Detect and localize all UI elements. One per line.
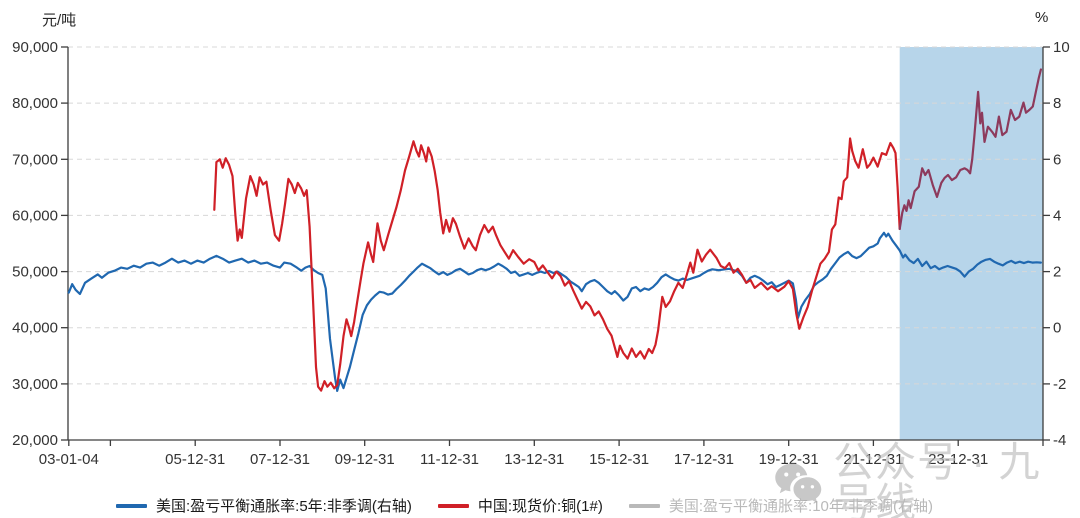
svg-text:20,000: 20,000 (12, 432, 58, 449)
svg-text:13-12-31: 13-12-31 (504, 451, 564, 468)
svg-text:15-12-31: 15-12-31 (589, 451, 649, 468)
svg-text:11-12-31: 11-12-31 (420, 451, 479, 468)
legend-item-us-10y-breakeven: 美国:盈亏平衡通胀率:10年:非季调(右轴) (628, 495, 934, 516)
right-axis-title: % (1035, 9, 1049, 26)
svg-text:80,000: 80,000 (12, 95, 58, 112)
legend-item-us-5y-breakeven: 美国:盈亏平衡通胀率:5年:非季调(右轴) (116, 495, 412, 516)
svg-text:09-12-31: 09-12-31 (335, 451, 395, 468)
legend-label: 美国:盈亏平衡通胀率:5年:非季调(右轴) (156, 498, 412, 515)
svg-text:8: 8 (1053, 95, 1061, 112)
blue-line-swatch (116, 503, 147, 508)
legend-item-china-copper-spot: 中国:现货价:铜(1#) (437, 495, 603, 516)
svg-text:23-12-31: 23-12-31 (928, 451, 988, 468)
svg-text:10: 10 (1053, 39, 1070, 56)
red-line-swatch (437, 503, 469, 508)
legend-label: 美国:盈亏平衡通胀率:10年:非季调(右轴) (668, 498, 934, 515)
svg-text:19-12-31: 19-12-31 (759, 451, 819, 468)
svg-text:6: 6 (1053, 151, 1061, 168)
svg-text:-4: -4 (1053, 432, 1066, 449)
svg-text:30,000: 30,000 (12, 376, 58, 393)
svg-text:-2: -2 (1053, 376, 1066, 393)
svg-text:70,000: 70,000 (12, 151, 58, 168)
svg-text:03-01-04: 03-01-04 (39, 451, 99, 468)
svg-text:21-12-31: 21-12-31 (843, 451, 903, 468)
legend-label: 中国:现货价:铜(1#) (477, 498, 603, 515)
svg-text:2: 2 (1053, 264, 1061, 281)
svg-text:4: 4 (1053, 207, 1061, 224)
svg-text:40,000: 40,000 (12, 320, 58, 337)
svg-text:07-12-31: 07-12-31 (250, 451, 310, 468)
svg-text:17-12-31: 17-12-31 (674, 451, 734, 468)
svg-text:60,000: 60,000 (12, 207, 58, 224)
svg-text:05-12-31: 05-12-31 (165, 451, 225, 468)
left-axis-title: 元/吨 (42, 12, 77, 29)
svg-text:90,000: 90,000 (12, 39, 58, 56)
gray-line-swatch (628, 503, 660, 508)
svg-text:0: 0 (1053, 320, 1061, 337)
legend: 美国:盈亏平衡通胀率:5年:非季调(右轴) 中国:现货价:铜(1#) 美国:盈亏… (0, 495, 1080, 516)
svg-text:50,000: 50,000 (12, 264, 58, 281)
